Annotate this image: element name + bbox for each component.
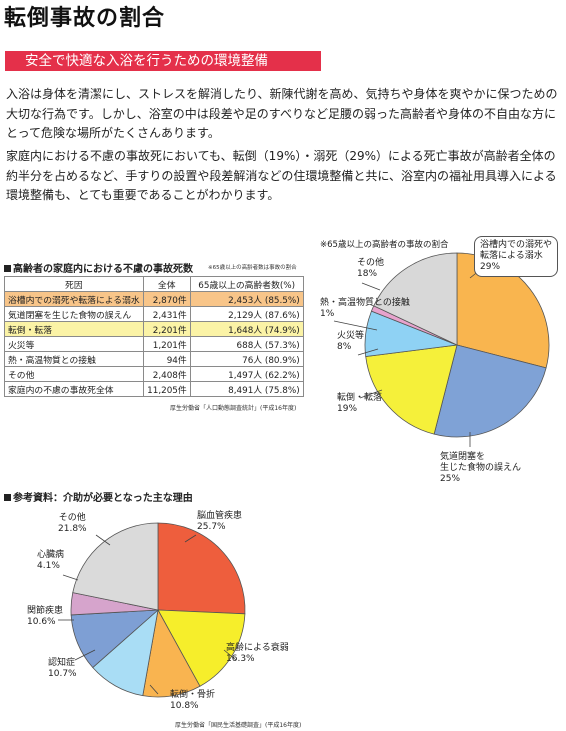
pie2-label-4-pct: 10.6%	[27, 617, 56, 627]
pie2-label-heart: 心臓病 4.1%	[37, 550, 64, 572]
table-row: 転倒・転落 2,201件 1,648人 (74.9%)	[4, 321, 304, 337]
accident-table: 死因 全体 65歳以上の高齢者数(%) 浴槽内での溺死や転落による溺水 2,87…	[4, 276, 304, 397]
pie2-leader-dementia	[74, 649, 96, 661]
table-row: 気道閉塞を生じた食物の誤えん 2,431件 2,129人 (87.6%)	[4, 306, 304, 322]
cause-cell: 転倒・転落	[4, 321, 144, 337]
pie2-slice-0	[157, 522, 246, 615]
pie2-label-5-pct: 4.1%	[37, 561, 60, 571]
table-row: 浴槽内での溺死や転落による溺水 2,870件 2,453人 (85.5%)	[4, 291, 304, 307]
pie1-label-5-line1: その他	[357, 258, 385, 268]
pie2-label-0-line1: 脳血管疾患	[197, 511, 243, 521]
table-heading: 高齢者の家庭内における不慮の事故死数	[4, 260, 193, 275]
pie2-label-3-pct: 10.7%	[48, 669, 77, 679]
pie2-label-joint: 関節疾患 10.6%	[27, 606, 63, 628]
pie2-leader-fracture	[149, 684, 159, 695]
intro-paragraph: 入浴は身体を清潔にし、ストレスを解消したり、新陳代謝を高め、気持ちや身体を爽やか…	[6, 87, 558, 140]
pie1-slice-5	[373, 252, 458, 346]
pie1-label-2-line1: 転倒・転落	[337, 393, 383, 403]
table-row: 熱・高温物質との接触 94件 76人 (80.9%)	[4, 351, 304, 367]
table-source: 厚生労働省「人口動態調査統計」(平成16年度)	[170, 405, 297, 412]
pie1-leader-other	[361, 282, 381, 291]
pie2-label-6-pct: 21.8%	[58, 524, 87, 534]
pie1-label-heat: 熱・高温物質との接触 1%	[320, 298, 410, 320]
pie2-label-fracture: 転倒・骨折 10.8%	[170, 690, 215, 712]
pie2-label-other: その他 21.8%	[58, 513, 87, 535]
pie1-label-3-pct: 8%	[337, 342, 352, 352]
pie1-label-3-line1: 火災等	[337, 331, 365, 341]
pie2-leader-heart	[62, 574, 79, 581]
chart2-source: 厚生労働省「国民生活基礎調査」(平成16年度)	[175, 722, 302, 729]
pie1-label-other: その他 18%	[357, 258, 384, 280]
pie2-label-frailty: 高齢による衰弱 16.3%	[226, 643, 289, 665]
table-row: 家庭内の不慮の事故死全体 11,205件 8,491人 (75.8%)	[4, 381, 304, 397]
pie1-slice-2	[365, 344, 458, 435]
pie2-label-stroke: 脳血管疾患 25.7%	[197, 511, 242, 533]
pie1-label-0-line1: 浴槽内での溺死や	[480, 240, 553, 250]
pie1-label-4-pct: 1%	[320, 309, 335, 319]
chart2-heading-text: 参考資料：介助が必要となった主な理由	[13, 493, 193, 504]
pie2-slice-6	[72, 522, 159, 611]
pie2-label-0-pct: 25.7%	[197, 522, 226, 532]
pie2-leader-stroke	[184, 534, 197, 543]
pie2-label-3-line1: 認知症	[48, 658, 76, 668]
square-bullet-icon	[4, 265, 11, 272]
pie1-label-4-line1: 熱・高温物質との接触	[320, 298, 410, 308]
pie1-label-0-pct: 29%	[480, 262, 501, 272]
elderly-cell: 8,491人 (75.8%)	[189, 381, 304, 397]
pie1-slice-1	[433, 344, 547, 438]
section-banner: 安全で快適な入浴を行うための環境整備	[5, 51, 321, 71]
table-heading-text: 高齢者の家庭内における不慮の事故死数	[13, 264, 193, 275]
pie1-leader-heat	[333, 320, 378, 331]
pie2-label-6-line1: その他	[58, 513, 86, 523]
chart2-heading: 参考資料：介助が必要となった主な理由	[4, 489, 193, 504]
table-note: ※65歳以上の高齢者数は事故の割合	[208, 265, 297, 271]
pie1-label-2-pct: 19%	[337, 404, 358, 414]
elderly-cell: 2,453人 (85.5%)	[189, 291, 304, 307]
pie2-label-1-line1: 高齢による衰弱	[226, 643, 289, 653]
pie1-label-1-line2: 生じた食物の誤えん	[440, 463, 522, 473]
pie1-label-1-pct: 25%	[440, 474, 461, 484]
pie1-label-0-line2: 転落による溺水	[480, 251, 543, 261]
pie2-leader-frailty	[223, 649, 237, 661]
pie1-label-choking: 気道閉塞を 生じた食物の誤えん 25%	[440, 452, 521, 485]
pie2-label-2-line1: 転倒・骨折	[170, 690, 216, 700]
page-title: 転倒事故の割合	[4, 6, 166, 31]
pie1-label-1-line1: 気道閉塞を	[440, 452, 486, 462]
stats-paragraph: 家庭内における不慮の事故死においても、転倒（19%）・溺死（29%）による死亡事…	[6, 149, 557, 202]
pie1-leader-fall	[359, 389, 383, 399]
pie1-label-fire: 火災等 8%	[337, 331, 364, 353]
chart1-title: ※65歳以上の高齢者の事故の割合	[320, 240, 449, 250]
callout-bathtub-drowning: 浴槽内での溺死や 転落による溺水 29%	[474, 236, 559, 277]
pie2-label-4-line1: 関節疾患	[27, 606, 64, 616]
pie2-slice-1	[157, 609, 246, 687]
square-bullet-icon	[4, 494, 11, 501]
pie2-label-dementia: 認知症 10.7%	[48, 658, 77, 680]
pie2-label-5-line1: 心臓病	[37, 550, 65, 560]
pie1-label-5-pct: 18%	[357, 269, 378, 279]
cause-cell: 浴槽内での溺死や転落による溺水	[4, 291, 144, 307]
pie2-label-1-pct: 16.3%	[226, 654, 255, 664]
pie2-leader-other	[95, 534, 111, 546]
pie1-label-fall: 転倒・転落 19%	[337, 393, 382, 415]
pie2-label-2-pct: 10.8%	[170, 701, 199, 711]
pie1-leader-fire	[357, 348, 379, 356]
